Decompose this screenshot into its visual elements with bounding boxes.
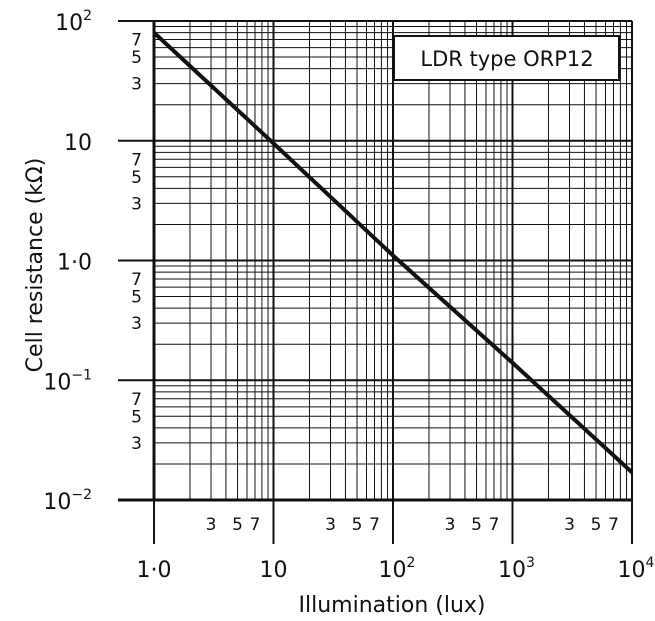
x-minor-tick-label: 3 (564, 515, 575, 535)
x-minor-tick-label: 5 (471, 515, 482, 535)
x-tick-label: 103 (498, 555, 535, 583)
x-tick-label: 10 (260, 558, 288, 583)
x-minor-tick-label: 3 (445, 515, 456, 535)
x-axis-title: Illumination (lux) (299, 593, 486, 618)
y-tick-label: 10−1 (43, 367, 92, 395)
y-minor-tick-label: 7 (131, 390, 142, 410)
plot-axes (118, 20, 633, 544)
y-tick-label: 10 (64, 131, 92, 156)
x-tick-label: 102 (379, 555, 416, 583)
legend: LDR type ORP12 (393, 35, 620, 81)
y-minor-tick-label: 3 (131, 314, 142, 334)
legend-label: LDR type ORP12 (420, 47, 593, 71)
series-group (152, 31, 634, 474)
y-tick-label: 1·0 (57, 251, 92, 276)
x-tick-label: 1·0 (137, 558, 172, 583)
x-minor-tick-label: 3 (325, 515, 336, 535)
x-minor-tick-label: 5 (352, 515, 363, 535)
y-minor-tick-label: 7 (131, 31, 142, 51)
x-minor-tick-label: 7 (489, 515, 500, 535)
y-minor-tick-label: 5 (131, 48, 142, 68)
x-minor-tick-label: 3 (206, 515, 217, 535)
y-tick-label: 102 (55, 8, 92, 36)
y-minor-tick-label: 3 (131, 75, 142, 95)
x-minor-tick-label: 5 (591, 515, 602, 535)
y-minor-tick-label: 5 (131, 168, 142, 188)
y-minor-tick-label: 5 (131, 407, 142, 427)
y-minor-tick-label: 3 (131, 194, 142, 214)
x-tick-label: 104 (618, 555, 655, 583)
x-minor-tick-label: 7 (250, 515, 261, 535)
series-line (152, 31, 634, 474)
x-minor-tick-label: 5 (232, 515, 243, 535)
legend-box (393, 35, 620, 81)
y-minor-tick-label: 7 (131, 270, 142, 290)
y-minor-tick-label: 5 (131, 288, 142, 308)
y-minor-tick-label: 7 (131, 150, 142, 170)
y-axis-title: Cell resistance (kΩ) (23, 158, 48, 373)
x-minor-tick-label: 7 (608, 515, 619, 535)
x-minor-tick-label: 7 (369, 515, 380, 535)
y-tick-label: 10−2 (43, 487, 92, 515)
y-minor-tick-label: 3 (131, 434, 142, 454)
